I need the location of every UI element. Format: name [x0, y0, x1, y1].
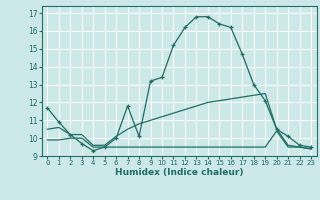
X-axis label: Humidex (Indice chaleur): Humidex (Indice chaleur)	[115, 168, 244, 177]
